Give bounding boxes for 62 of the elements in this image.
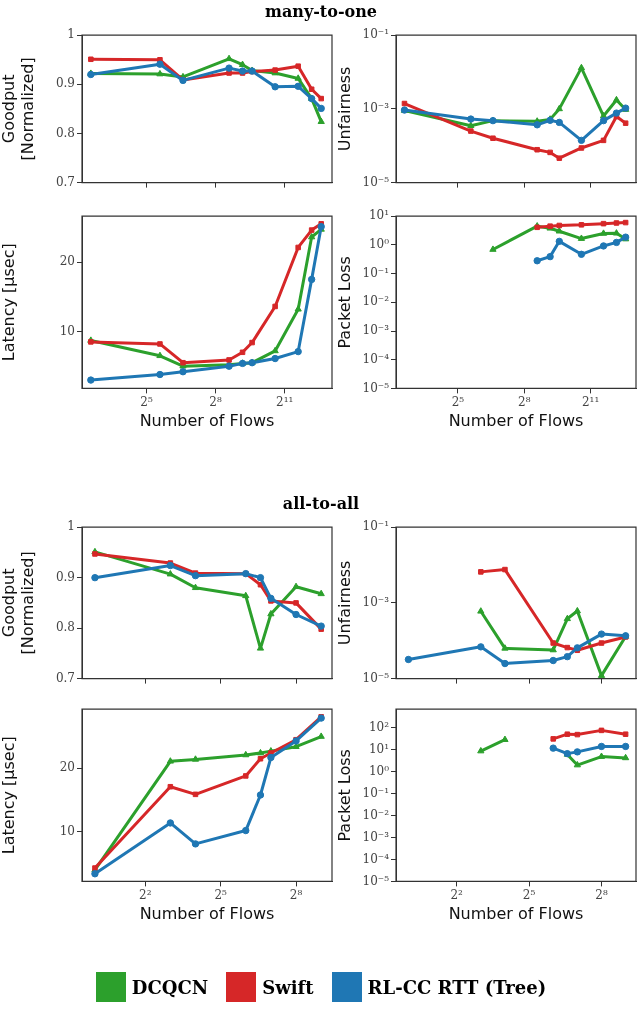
x-axis-title: Number of Flows bbox=[448, 903, 584, 923]
y-tick-label: 10⁻¹ bbox=[362, 265, 389, 280]
y-tick-label: 10⁻⁵ bbox=[362, 380, 390, 395]
x-tick-label: 2² bbox=[450, 887, 464, 902]
y-tick-label: 0.9 bbox=[55, 76, 75, 91]
y-axis-title: Latency [μsec] bbox=[0, 736, 18, 855]
y-tick-label: 10⁻⁵ bbox=[362, 873, 390, 888]
y-tick-label: 10⁻³ bbox=[362, 101, 390, 116]
y-tick-label: 0.9 bbox=[55, 569, 75, 584]
x-tick-label: 2² bbox=[138, 887, 152, 902]
x-tick-label: 2⁸ bbox=[518, 394, 531, 409]
y-tick-label: 10 bbox=[59, 323, 75, 338]
y-tick-label: 20 bbox=[59, 254, 75, 269]
y-tick-label: 0.8 bbox=[55, 620, 75, 635]
chart-title: many-to-one bbox=[263, 2, 379, 21]
x-tick-label: 2⁵ bbox=[522, 887, 536, 902]
y-axis-title: Packet Loss bbox=[334, 749, 354, 842]
x-tick-label: 2⁸ bbox=[595, 887, 608, 902]
y-axis-title: Unfairness bbox=[334, 560, 354, 646]
x-tick-label: 2⁵ bbox=[214, 887, 228, 902]
y-tick-label: 0.7 bbox=[55, 174, 75, 189]
y-tick-label: 10⁻² bbox=[362, 807, 390, 822]
legend-label: Swift bbox=[262, 976, 314, 998]
y-tick-label: 0.7 bbox=[55, 670, 75, 685]
x-tick-label: 2¹¹ bbox=[581, 394, 600, 409]
x-tick-label: 2⁵ bbox=[451, 394, 465, 409]
y-axis-title: Goodput [Normalized] bbox=[0, 57, 37, 161]
y-tick-label: 10⁻³ bbox=[362, 323, 390, 338]
y-tick-label: 10⁰ bbox=[368, 237, 390, 252]
y-tick-label: 10⁻² bbox=[362, 294, 390, 309]
x-tick-label: 2¹¹ bbox=[276, 394, 294, 409]
y-axis-title: Unfairness bbox=[334, 66, 354, 152]
y-tick-label: 10⁻⁵ bbox=[362, 670, 390, 685]
y-tick-label: 1 bbox=[67, 519, 75, 534]
y-tick-label: 10⁻⁵ bbox=[362, 174, 390, 189]
y-tick-label: 10² bbox=[368, 719, 390, 734]
y-tick-label: 10¹ bbox=[368, 208, 389, 223]
y-tick-label: 10¹ bbox=[368, 741, 389, 756]
legend-label: RL-CC RTT (Tree) bbox=[367, 976, 547, 998]
y-tick-label: 0.8 bbox=[55, 125, 75, 140]
y-tick-label: 10⁻⁴ bbox=[362, 851, 390, 866]
chart-title: all-to-all bbox=[281, 494, 361, 513]
x-tick-label: 2⁸ bbox=[209, 394, 222, 409]
y-tick-label: 10⁰ bbox=[368, 763, 390, 778]
y-axis-title: Latency [μsec] bbox=[0, 243, 18, 362]
x-axis-title: Number of Flows bbox=[448, 410, 584, 430]
y-tick-label: 20 bbox=[59, 760, 75, 775]
y-tick-label: 10 bbox=[59, 823, 75, 838]
x-axis-title: Number of Flows bbox=[139, 903, 275, 923]
y-tick-label: 10⁻¹ bbox=[362, 27, 389, 42]
y-tick-label: 1 bbox=[67, 27, 75, 42]
x-tick-label: 2⁸ bbox=[289, 887, 303, 902]
y-tick-label: 10⁻⁴ bbox=[362, 351, 390, 366]
y-axis-title: Goodput [Normalized] bbox=[0, 551, 37, 655]
y-tick-label: 10⁻¹ bbox=[362, 519, 389, 534]
x-axis-title: Number of Flows bbox=[139, 410, 275, 430]
x-tick-label: 2⁵ bbox=[140, 394, 153, 409]
y-tick-label: 10⁻¹ bbox=[362, 785, 389, 800]
y-tick-label: 10⁻³ bbox=[362, 829, 390, 844]
y-axis-title: Packet Loss bbox=[334, 256, 354, 349]
legend-label: DCQCN bbox=[131, 976, 209, 998]
y-tick-label: 10⁻³ bbox=[362, 595, 390, 610]
